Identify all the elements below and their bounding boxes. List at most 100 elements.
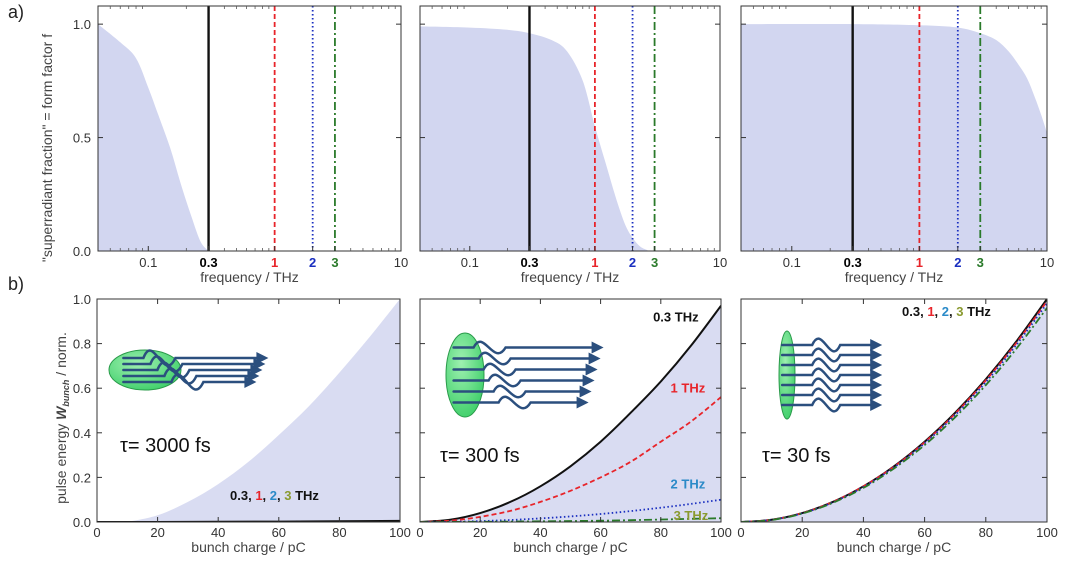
legend-part: , [263, 488, 270, 503]
series-annotation: 0.3 THz [653, 309, 699, 324]
x-tick-label: 10 [713, 255, 727, 270]
arrow-head [585, 363, 598, 376]
x-tick-label: 2 [309, 255, 316, 270]
legend-part: 3 [956, 304, 963, 319]
y-tick-label: 0.2 [73, 470, 91, 485]
y-label-main: pulse energy [53, 420, 69, 504]
plot-frame [419, 298, 722, 523]
x-tick-label: 80 [654, 525, 668, 540]
chart-a3: 0.1 0.3 1 2 3 10 frequency / THz [740, 5, 1054, 285]
x-tick-label: 3 [977, 255, 984, 270]
x-tick-label: 60 [272, 525, 286, 540]
legend-part: , [277, 488, 284, 503]
upper-limit-area [420, 305, 721, 522]
legend-part: , [248, 488, 255, 503]
x-tick-label: 0.1 [783, 255, 801, 270]
form-factor-area [420, 26, 720, 251]
wavefront-line [452, 395, 580, 410]
arrow-head [582, 374, 595, 387]
plot-frame [740, 298, 1048, 523]
bunch-illustration [445, 332, 604, 418]
wavefront-line [780, 337, 874, 353]
x-tick-label: 0 [416, 525, 423, 540]
arrow-head [576, 396, 589, 409]
x-tick-label: 40 [856, 525, 870, 540]
wavefront-line [122, 373, 248, 391]
series-1-thz [420, 396, 721, 522]
frequency-legend: 0.3, 1, 2, 3 THz [230, 488, 319, 503]
legend-part: , [935, 304, 942, 319]
x-tick-label: 2 [629, 255, 636, 270]
bunch-illustration [778, 330, 883, 420]
arrow-head [870, 349, 883, 361]
x-axis-label: bunch charge / pC [513, 539, 627, 555]
chart-b3: 0 20 40 60 80 100 bunch charge / pC τ= 30 fs 0.3… [737, 298, 1058, 555]
arrow-head [870, 399, 883, 411]
x-tick-label: 3 [651, 255, 658, 270]
legend-part: THz [291, 488, 319, 503]
electron-bunch [445, 332, 485, 418]
chart-a2: 0.1 0.3 1 2 3 10 frequency / THz [419, 5, 727, 285]
x-tick-label: 1 [271, 255, 278, 270]
x-tick-label: 0.3 [520, 255, 538, 270]
panel-label-a: a) [8, 2, 24, 22]
x-tick-label: 80 [332, 525, 346, 540]
x-axis-label: frequency / THz [200, 269, 299, 285]
x-tick-label: 0.3 [844, 255, 862, 270]
x-tick-label: 2 [954, 255, 961, 270]
y-tick-label: 0.0 [73, 244, 91, 259]
legend-part: THz [963, 304, 991, 319]
wavefront-line [780, 377, 874, 393]
wavefront-line [452, 373, 586, 388]
x-tick-label: 3 [331, 255, 338, 270]
y-axis-label-b: pulse energy Wbunch / norm. [53, 332, 71, 504]
x-tick-label: 0 [737, 525, 744, 540]
y-tick-label: 0.5 [73, 131, 91, 146]
chart-b2: 0 20 40 60 80 100 bunch charge / pC τ= 300 fs 0.… [416, 298, 732, 555]
wavefront-line [452, 362, 589, 377]
x-tick-label: 0.1 [139, 255, 157, 270]
x-tick-label: 0.3 [200, 255, 218, 270]
wavefront-line [452, 340, 595, 355]
y-axis-label-a: "superradiant fraction" = form factor f [39, 34, 55, 262]
x-axis-label: bunch charge / pC [191, 539, 305, 555]
x-tick-label: 100 [389, 525, 411, 540]
form-factor-area [741, 24, 1047, 251]
x-tick-label: 100 [710, 525, 732, 540]
wavefront-line [452, 384, 583, 399]
plot-frame [740, 5, 1048, 252]
legend-part: 0.3 [230, 488, 248, 503]
arrow-head [870, 369, 883, 381]
plot-frame [97, 5, 402, 252]
y-label-end: / norm. [53, 332, 69, 379]
upper-limit-area [127, 299, 400, 522]
x-tick-label: 0 [93, 525, 100, 540]
chart-b1: 0 20 40 60 80 100 bunch charge / pC 0.0 0.2 0.4 0.… [73, 292, 411, 555]
plot-frame [419, 5, 721, 252]
legend-part: , [949, 304, 956, 319]
y-label-var: W [53, 405, 69, 420]
x-axis-label: frequency / THz [845, 269, 944, 285]
wavefront-line [780, 397, 874, 413]
form-factor-area [98, 24, 209, 251]
arrow-head [870, 359, 883, 371]
x-tick-label: 20 [150, 525, 164, 540]
legend-part: , [920, 304, 927, 319]
y-label-sub: bunch [61, 379, 71, 406]
x-tick-label: 40 [533, 525, 547, 540]
arrow-head [870, 339, 883, 351]
legend-part: 2 [942, 304, 949, 319]
x-tick-label: 20 [473, 525, 487, 540]
legend-part: 2 [270, 488, 277, 503]
x-tick-label: 60 [917, 525, 931, 540]
legend-part: 0.3 [902, 304, 920, 319]
y-tick-label: 0.6 [73, 381, 91, 396]
arrow-head [244, 376, 257, 388]
legend-part: 1 [927, 304, 934, 319]
x-tick-label: 100 [1036, 525, 1058, 540]
y-tick-label: 0.8 [73, 337, 91, 352]
y-tick-label: 0.0 [73, 515, 91, 530]
arrow-head [579, 385, 592, 398]
x-tick-label: 60 [593, 525, 607, 540]
